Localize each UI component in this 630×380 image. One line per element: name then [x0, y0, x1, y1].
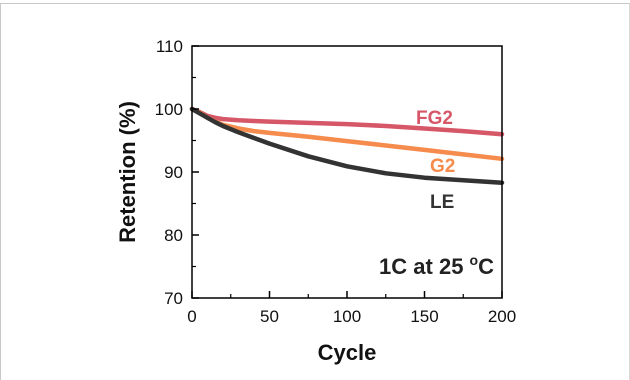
frame-top-border	[0, 3, 630, 4]
annotation-text: 1C at 25	[379, 254, 470, 279]
y-tick-label: 80	[164, 226, 183, 245]
y-tick-label: 100	[155, 100, 183, 119]
frame-left-border	[0, 3, 1, 380]
series-label-fg2: FG2	[416, 108, 453, 129]
x-tick-label: 0	[187, 307, 196, 326]
test-condition-annotation: 1C at 25 oC	[379, 252, 494, 279]
y-tick-label: 110	[156, 37, 183, 56]
y-tick-label: 70	[164, 289, 183, 308]
series-layer	[189, 106, 505, 185]
annotation-superscript: o	[470, 252, 479, 268]
series-label-le: LE	[430, 192, 454, 213]
series-line-le	[189, 106, 505, 185]
x-tick-label: 100	[333, 307, 361, 326]
y-axis-label: Retention (%)	[115, 101, 140, 243]
x-tick-label: 50	[260, 307, 279, 326]
x-tick-label: 200	[488, 307, 516, 326]
y-axis-ticks: 70 80 90 100 110	[155, 37, 199, 308]
x-tick-label: 150	[410, 307, 438, 326]
series-labels: FG2 G2 LE	[416, 108, 455, 213]
annotation-unit: C	[478, 254, 494, 279]
x-axis-label: Cycle	[318, 340, 377, 365]
y-tick-label: 90	[164, 163, 183, 182]
x-axis-ticks: 0 50 100 150 200	[187, 291, 516, 326]
series-label-g2: G2	[430, 156, 455, 177]
